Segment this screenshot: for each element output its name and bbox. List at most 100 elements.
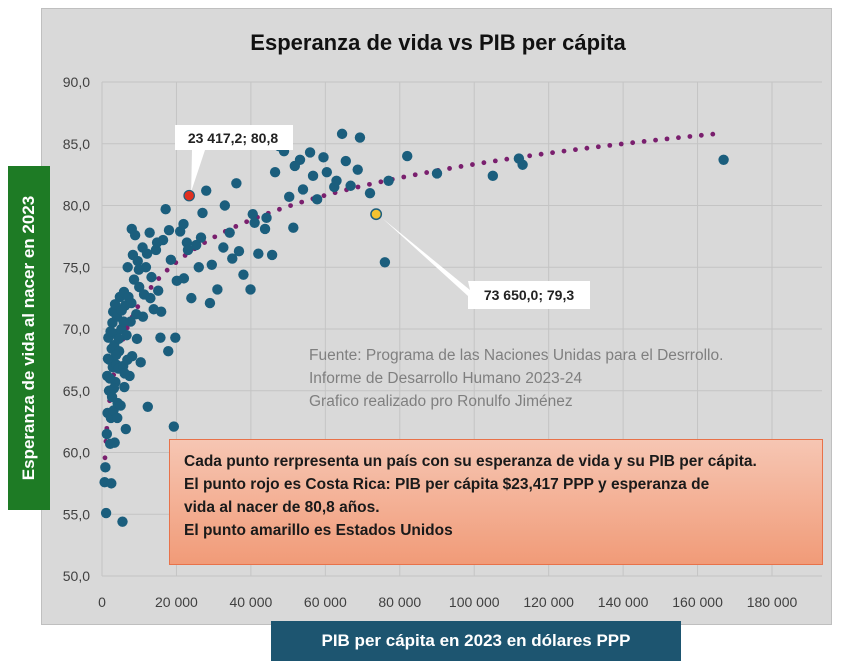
x-tick-label: 60 000 [304, 594, 347, 610]
data-point [201, 185, 212, 196]
data-point [115, 400, 126, 411]
data-point [118, 316, 129, 327]
data-point [146, 271, 157, 283]
y-tick-label: 75,0 [63, 259, 90, 275]
trendline-dot [676, 135, 681, 141]
data-point [718, 154, 729, 166]
data-point [101, 428, 113, 440]
data-point [345, 180, 356, 191]
data-point [354, 132, 366, 143]
data-point [170, 332, 181, 343]
trendline-dot [367, 181, 372, 187]
callout-costa-rica [175, 125, 293, 192]
y-tick-label: 80,0 [63, 198, 90, 214]
trendline-dot [277, 206, 282, 212]
data-point [155, 332, 166, 343]
trendline-dot [355, 184, 361, 190]
data-point [304, 147, 316, 158]
trendline-dot [664, 136, 670, 142]
data-point [297, 184, 309, 195]
data-point [141, 248, 153, 259]
data-point [311, 194, 323, 205]
trendline-dot [156, 276, 162, 281]
data-point [331, 175, 342, 186]
data-point [153, 285, 164, 296]
data-point [100, 462, 111, 473]
trendline-dot [233, 224, 239, 229]
data-point [379, 257, 391, 268]
source-line: Grafico realizado pro Ronulfo Jiménez [309, 393, 573, 410]
data-point [431, 168, 443, 179]
data-point [212, 284, 223, 295]
data-point [289, 160, 301, 172]
data-point [269, 166, 281, 178]
data-point [178, 273, 190, 284]
data-point [219, 200, 231, 211]
data-point [109, 299, 121, 310]
data-point [144, 227, 155, 238]
data-point [128, 274, 140, 285]
data-point [352, 164, 363, 175]
data-point [218, 242, 229, 253]
callout-usa [382, 218, 590, 309]
trendline-dot [378, 179, 384, 185]
data-point [109, 437, 120, 448]
data-point [165, 254, 177, 266]
data-point [126, 350, 138, 362]
trendline-dot [698, 132, 704, 138]
grid [101, 81, 822, 577]
trendline-dot [470, 162, 475, 167]
callout-usa-label: 73 650,0; 79,3 [484, 287, 575, 303]
data-point [238, 269, 249, 280]
trendline-dot [573, 147, 578, 153]
chart-title: Esperanza de vida vs PIB per cápita [250, 30, 626, 55]
y-tick-label: 70,0 [63, 321, 90, 337]
data-point [247, 208, 258, 220]
y-tick-label: 85,0 [63, 136, 90, 152]
data-point [122, 262, 133, 273]
data-point [231, 178, 242, 189]
trendline-dot [584, 145, 590, 151]
note-line: El punto amarillo es Estados Unidos [184, 522, 453, 539]
data-point [182, 244, 194, 256]
y-tick-label: 55,0 [63, 506, 90, 522]
data-point [402, 150, 413, 162]
trendline-dot [102, 455, 108, 461]
trendline-dot [538, 151, 544, 157]
data-point [102, 353, 114, 364]
data-point [155, 306, 167, 317]
source-line: Informe de Desarrollo Humano 2023-24 [309, 370, 582, 387]
data-point [116, 305, 127, 316]
data-point [227, 253, 238, 264]
trendline-dot [641, 138, 647, 144]
data-point [259, 223, 271, 235]
y-tick-label: 90,0 [63, 74, 90, 90]
data-points [99, 128, 729, 527]
data-point [113, 333, 124, 345]
x-axis-label: PIB per cápita en 2023 en dólares PPP [271, 621, 681, 661]
trendline-dot [550, 150, 555, 156]
data-point [108, 383, 120, 394]
data-point [151, 237, 163, 248]
data-point [321, 166, 333, 178]
trendline-dot [504, 156, 510, 162]
data-point [129, 229, 141, 241]
x-tick-label: 40 000 [229, 594, 272, 610]
data-point [383, 175, 394, 186]
data-point [195, 232, 207, 243]
data-point [307, 170, 319, 182]
trendline-dot [607, 142, 613, 148]
y-axis-label-box [8, 166, 50, 510]
source-line: Fuente: Programa de las Naciones Unidas … [309, 347, 723, 364]
data-point [364, 187, 376, 199]
data-point [121, 329, 132, 341]
trendline-dot [164, 267, 170, 273]
trendline-dot [618, 141, 624, 147]
x-tick-label: 120 000 [523, 594, 574, 610]
y-axis-label: Esperanza de vida al nacer en 2023 [19, 195, 38, 481]
data-point [119, 381, 130, 393]
data-point [106, 478, 117, 489]
data-point [126, 297, 137, 309]
data-point [284, 191, 295, 203]
